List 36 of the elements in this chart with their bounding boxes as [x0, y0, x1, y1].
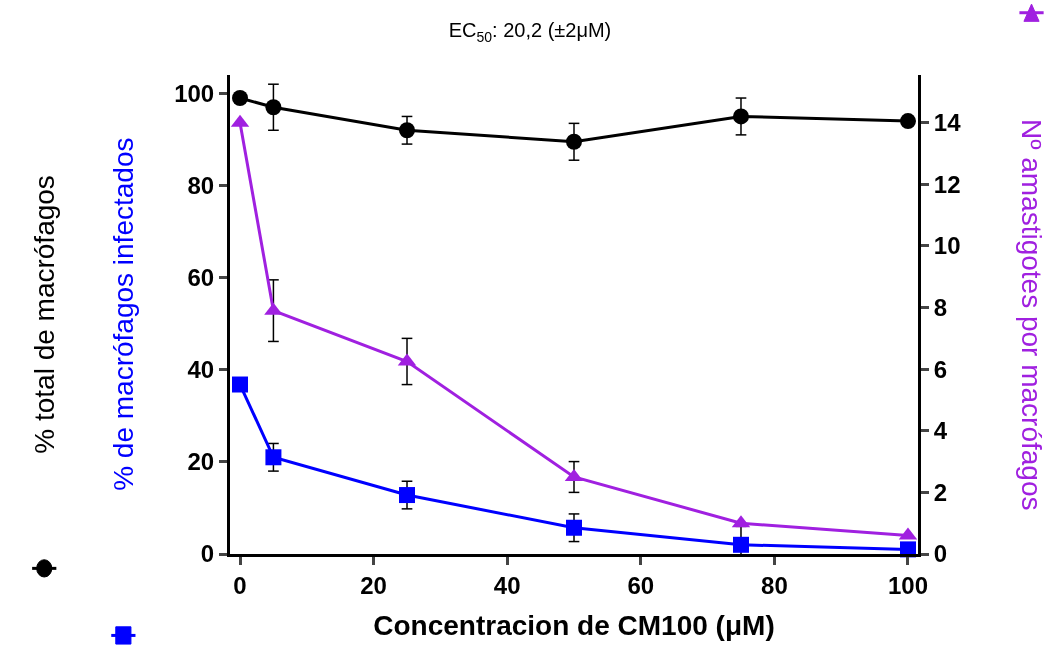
text: Nº amastigotes por macrófagos [1016, 118, 1048, 511]
x-tick-label: 0 [233, 571, 247, 599]
point [399, 487, 416, 504]
text: % total de macrófagos [28, 175, 60, 454]
point [566, 133, 582, 150]
x-axis-title: Concentracion de CM100 (μM) [373, 609, 775, 641]
x-tick-label: 60 [627, 571, 655, 599]
y2-tick-label: 8 [933, 293, 948, 321]
point [732, 536, 749, 553]
y-tick-label: 80 [187, 171, 215, 199]
x-tick-label: 80 [761, 571, 788, 599]
point [232, 90, 249, 107]
point [566, 519, 582, 536]
point [899, 113, 916, 130]
x-tick-label: 40 [493, 571, 521, 599]
y2-tick-label: 2 [933, 478, 948, 506]
point [232, 376, 249, 393]
x-tick-label: 100 [887, 571, 928, 599]
text: % de macrófagos infectados [107, 137, 139, 491]
y-tick-label: 60 [187, 264, 215, 292]
x-tick-label: 20 [360, 571, 387, 599]
y2-tick-label: 12 [933, 170, 961, 198]
y-tick-label: 0 [200, 540, 215, 568]
point [399, 122, 416, 139]
point [733, 108, 749, 125]
point [265, 99, 282, 116]
point [265, 449, 282, 466]
y-tick-label: 40 [187, 356, 215, 384]
y2-tick-label: 6 [933, 355, 948, 383]
y-tick-label: 20 [187, 448, 215, 476]
y2-tick-label: 0 [933, 540, 948, 568]
y-tick-label: 100 [174, 79, 215, 107]
y2-tick-label: 4 [933, 417, 948, 445]
y2-tick-label: 10 [933, 232, 961, 260]
y2-tick-label: 14 [933, 109, 962, 137]
chart-title: EC$_{50}$: 20,2 (±2μM) [448, 19, 612, 45]
